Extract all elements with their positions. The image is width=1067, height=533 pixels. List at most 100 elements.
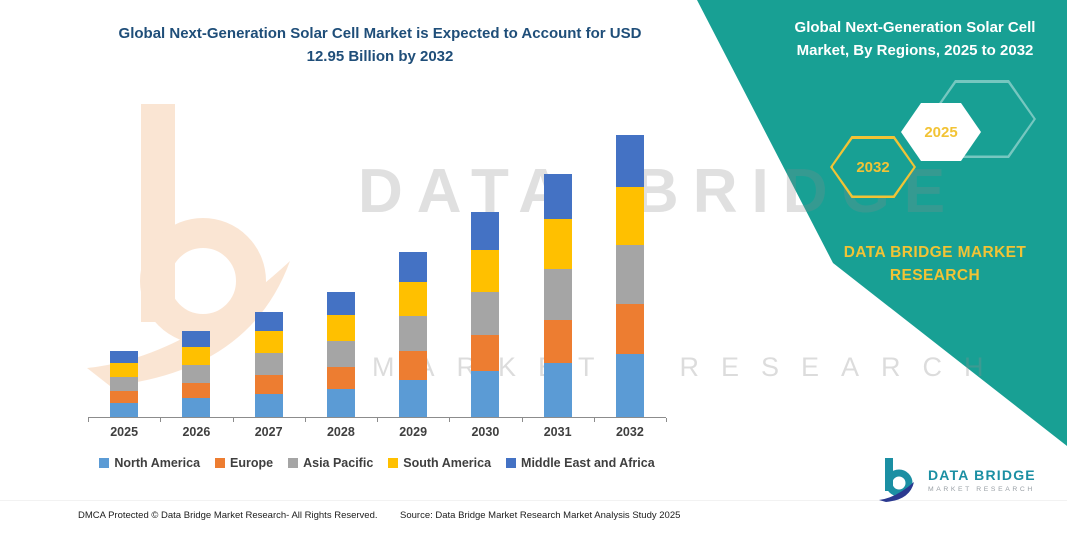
panel-brand-line1: DATA BRIDGE MARKET: [843, 244, 1027, 261]
stacked-bar-2027: [254, 312, 283, 417]
panel-title-line1: Global Next-Generation Solar Cell: [794, 19, 1036, 36]
segment-2028-middle-east-and-africa: [326, 292, 355, 316]
segment-2032-europe: [615, 304, 644, 355]
segment-2029-asia-pacific: [399, 315, 428, 351]
bar-column-2031: [522, 118, 594, 417]
segment-2026-middle-east-and-africa: [182, 331, 211, 347]
bar-column-2029: [377, 118, 449, 417]
panel-brand-name: DATA BRIDGE MARKET RESEARCH: [818, 241, 1052, 287]
legend-swatch: [506, 458, 517, 468]
legend-swatch: [99, 458, 110, 468]
stacked-bar-2026: [182, 331, 211, 417]
stacked-bar-2031: [543, 173, 572, 417]
segment-2032-asia-pacific: [615, 245, 644, 305]
x-axis-tick: [666, 418, 667, 422]
x-axis-tick: [160, 418, 162, 422]
chart-legend: North America Europe Asia Pacific South Ame…: [60, 456, 694, 470]
segment-2030-europe: [471, 335, 500, 371]
company-logo-text: DATA BRIDGE MARKET RESEARCH: [928, 467, 1036, 493]
x-axis-label-2028: 2028: [326, 425, 355, 439]
segment-2031-europe: [543, 320, 572, 363]
segment-2027-north-america: [254, 393, 283, 417]
segment-2026-asia-pacific: [182, 365, 211, 384]
segment-2027-asia-pacific: [254, 353, 283, 376]
segment-2032-middle-east-and-africa: [615, 135, 644, 188]
x-axis-label-2029: 2029: [399, 425, 428, 439]
segment-2027-europe: [254, 375, 283, 394]
legend-item-middle-east-and-africa: Middle East and Africa: [506, 456, 655, 470]
chart-title: Global Next-Generation Solar Cell Market…: [70, 22, 690, 68]
legend-swatch: [288, 458, 299, 468]
x-axis-tick: [232, 418, 234, 422]
legend-swatch: [388, 458, 399, 468]
x-axis-labels: 2025 2026 2027 2028 2029 2030 2031 2032: [88, 425, 666, 439]
x-axis-tick: [521, 418, 523, 422]
segment-2028-asia-pacific: [326, 341, 355, 367]
legend-item-north-america: North America: [99, 456, 200, 470]
segment-2028-north-america: [326, 388, 355, 417]
segment-2025-europe: [110, 391, 139, 404]
dmca-copyright-text: DMCA Protected © Data Bridge Market Rese…: [78, 510, 378, 521]
segment-2030-south-america: [471, 250, 500, 293]
hexagon-badge-2025: 2025: [901, 103, 981, 161]
segment-2030-middle-east-and-africa: [471, 212, 500, 251]
bar-column-2028: [305, 118, 377, 417]
segment-2029-north-america: [399, 380, 428, 417]
x-axis-label-2032: 2032: [615, 425, 644, 439]
x-axis-label-2025: 2025: [110, 425, 139, 439]
hexagon-2032-label: 2032: [832, 138, 914, 196]
segment-2025-middle-east-and-africa: [110, 351, 139, 364]
segment-2028-europe: [326, 366, 355, 389]
x-axis-tick: [593, 418, 595, 422]
segment-2026-europe: [182, 383, 211, 399]
company-logo-icon: [879, 458, 914, 502]
segment-2025-north-america: [110, 403, 139, 417]
segment-2031-south-america: [543, 219, 572, 270]
chart-title-line2: 12.95 Billion by 2032: [306, 48, 454, 65]
segment-2030-asia-pacific: [471, 292, 500, 336]
segment-2028-south-america: [326, 315, 355, 342]
company-logo-subtitle: MARKET RESEARCH: [928, 486, 1035, 493]
segment-2031-asia-pacific: [543, 269, 572, 321]
segment-2026-south-america: [182, 346, 211, 366]
segment-2031-north-america: [543, 363, 572, 417]
x-axis-tick: [449, 418, 451, 422]
stacked-bar-2029: [399, 251, 428, 417]
segment-2031-middle-east-and-africa: [543, 173, 572, 220]
legend-label: Europe: [230, 456, 274, 470]
x-axis-label-2030: 2030: [471, 425, 500, 439]
legend-label: North America: [114, 456, 201, 470]
segment-2026-north-america: [182, 398, 211, 417]
bar-column-2027: [233, 118, 305, 417]
stacked-bar-2028: [326, 292, 355, 417]
company-logo: DATA BRIDGE MARKET RESEARCH: [876, 456, 1036, 504]
bar-column-2030: [449, 118, 521, 417]
legend-label: Middle East and Africa: [521, 456, 655, 470]
x-axis-tick: [88, 418, 89, 422]
panel-title-line2: Market, By Regions, 2025 to 2032: [796, 42, 1034, 59]
bar-column-2032: [594, 118, 666, 417]
segment-2029-europe: [399, 351, 428, 380]
x-axis-label-2027: 2027: [254, 425, 283, 439]
bars-plot-area: [88, 118, 666, 418]
x-axis-tick: [377, 418, 378, 422]
stacked-bar-2025: [110, 351, 139, 417]
legend-item-south-america: South America: [388, 456, 491, 470]
segment-2030-north-america: [471, 371, 500, 417]
stacked-bar-2030: [471, 212, 500, 417]
segment-2025-asia-pacific: [110, 377, 139, 392]
company-logo-name: DATA BRIDGE: [928, 467, 1036, 483]
legend-label: South America: [403, 456, 492, 470]
x-axis-label-2026: 2026: [182, 425, 211, 439]
source-text: Source: Data Bridge Market Research Mark…: [400, 510, 681, 521]
stacked-bar-chart: 2025 2026 2027 2028 2029 2030 2031 2032: [88, 118, 667, 439]
legend-label: Asia Pacific: [303, 456, 374, 470]
segment-2032-north-america: [615, 354, 644, 417]
panel-brand-line2: RESEARCH: [889, 267, 981, 284]
segment-2029-middle-east-and-africa: [399, 251, 428, 282]
legend-swatch: [215, 458, 226, 468]
bar-column-2025: [88, 118, 160, 417]
legend-item-europe: Europe: [215, 456, 273, 470]
legend-item-asia-pacific: Asia Pacific: [288, 456, 373, 470]
hexagon-badge-2032: 2032: [830, 136, 916, 198]
